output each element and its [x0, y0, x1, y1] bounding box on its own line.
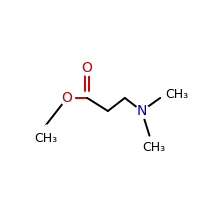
- Text: O: O: [82, 61, 93, 75]
- Text: CH₃: CH₃: [34, 132, 57, 145]
- Text: CH₃: CH₃: [166, 88, 189, 101]
- Text: CH₃: CH₃: [143, 141, 166, 154]
- Text: O: O: [62, 91, 73, 105]
- Text: N: N: [137, 104, 147, 118]
